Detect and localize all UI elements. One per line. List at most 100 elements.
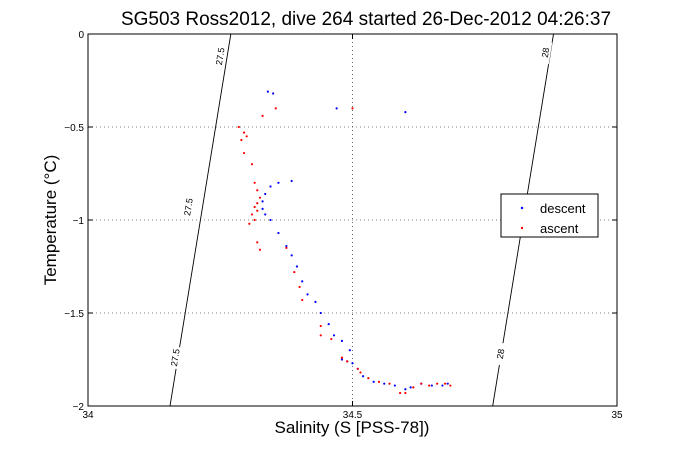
data-point-descent	[269, 218, 272, 222]
data-point-descent	[269, 185, 272, 188]
data-point-descent	[335, 107, 338, 110]
contour-label: 28	[540, 47, 551, 58]
contour-label: 27.5	[169, 348, 182, 367]
data-point-ascent	[253, 218, 256, 222]
data-point-ascent	[330, 337, 333, 341]
data-point-ascent	[301, 298, 304, 302]
data-point-ascent	[443, 382, 447, 385]
data-point-ascent	[256, 241, 259, 244]
data-point-ascent	[256, 189, 259, 192]
data-point-descent	[277, 181, 280, 184]
data-point-ascent	[261, 114, 264, 117]
data-point-ascent	[399, 391, 402, 395]
data-point-descent	[266, 90, 269, 93]
data-point-descent	[409, 386, 412, 389]
data-point-ascent	[420, 382, 423, 385]
data-point-ascent	[256, 209, 259, 212]
data-point-ascent	[250, 213, 254, 216]
data-point-descent	[441, 384, 444, 387]
data-point-ascent	[285, 246, 288, 249]
data-point-ascent	[404, 391, 407, 395]
data-point-ascent	[412, 386, 415, 389]
y-tick-label: −0.5	[64, 123, 84, 134]
x-axis-label: Salinity (S [PSS-78])	[275, 418, 430, 437]
data-point-descent	[319, 311, 322, 315]
data-point-descent	[295, 265, 299, 268]
data-point-ascent	[248, 222, 251, 225]
legend-marker-ascent	[520, 226, 524, 230]
data-point-ascent	[449, 384, 452, 387]
data-point-ascent	[258, 196, 262, 199]
data-point-descent	[430, 384, 433, 387]
data-point-descent	[314, 300, 317, 303]
contour-label-bg	[493, 342, 508, 366]
contour-label-bg	[538, 40, 553, 65]
x-tick-label: 34	[82, 410, 94, 421]
axis-ticks: 34 34.5 35 0 −0.5 −1 −1.5 −2	[64, 30, 623, 421]
contour-label-bg	[168, 345, 182, 370]
data-point-descent	[446, 382, 449, 385]
data-point-descent	[340, 358, 344, 361]
data-point-descent	[383, 382, 386, 385]
y-axis-label: Temperature (°C)	[41, 155, 60, 286]
data-point-descent	[348, 349, 351, 352]
data-point-ascent	[298, 285, 301, 289]
contour-label-bg	[213, 44, 227, 68]
data-point-descent	[264, 213, 267, 216]
y-tick-label: 0	[78, 30, 84, 41]
data-point-descent	[285, 244, 288, 248]
data-point-descent	[372, 380, 375, 383]
data-point-ascent	[237, 125, 240, 129]
contour-label: 27.5	[182, 198, 195, 217]
data-point-descent	[264, 192, 267, 196]
data-point-ascent	[319, 334, 322, 337]
legend-label-ascent: ascent	[540, 221, 579, 236]
data-point-descent	[361, 375, 365, 378]
legend-marker-descent	[520, 206, 524, 210]
data-point-ascent	[253, 205, 256, 209]
data-point-descent	[301, 280, 304, 283]
x-tick-label: 35	[611, 410, 623, 421]
x-tick-label: 34.5	[343, 410, 363, 421]
data-point-ascent	[359, 371, 362, 374]
legend-box	[500, 193, 599, 238]
data-point-ascent	[436, 382, 439, 385]
chart-title: SG503 Ross2012, dive 264 started 26-Dec-…	[121, 9, 611, 30]
legend: descent ascent	[500, 193, 599, 238]
data-point-descent	[351, 362, 354, 365]
data-point-descent	[393, 384, 396, 387]
data-point-ascent	[250, 163, 254, 166]
data-point-ascent	[428, 384, 431, 387]
data-point-descent	[332, 334, 336, 337]
data-points	[237, 90, 452, 395]
y-tick-label: −1	[73, 216, 85, 227]
data-point-ascent	[274, 107, 277, 110]
data-point-descent	[290, 179, 293, 183]
data-point-ascent	[242, 151, 246, 155]
contour-label: 27.5	[214, 47, 227, 66]
data-point-ascent	[388, 382, 391, 385]
data-point-ascent	[293, 270, 296, 274]
data-point-descent	[277, 231, 280, 235]
data-point-descent	[261, 200, 264, 203]
data-point-ascent	[245, 135, 248, 138]
data-point-ascent	[377, 380, 381, 383]
data-point-descent	[340, 339, 344, 342]
contour-line-27-5	[169, 33, 232, 407]
data-point-ascent	[242, 131, 246, 134]
y-tick-label: −1.5	[64, 309, 84, 320]
contour-label: 28	[495, 348, 506, 359]
data-point-descent	[306, 293, 309, 296]
data-point-ascent	[346, 360, 349, 363]
contour-label-bg	[181, 195, 196, 219]
data-point-descent	[261, 207, 264, 210]
data-point-ascent	[256, 202, 259, 205]
data-point-descent	[290, 254, 293, 257]
density-contours: 27.5 27.5 27.5 28 28	[168, 33, 554, 407]
data-point-ascent	[351, 107, 354, 110]
data-point-ascent	[253, 181, 256, 184]
data-point-descent	[404, 388, 407, 391]
data-point-ascent	[258, 248, 262, 251]
legend-label-descent: descent	[540, 201, 586, 216]
